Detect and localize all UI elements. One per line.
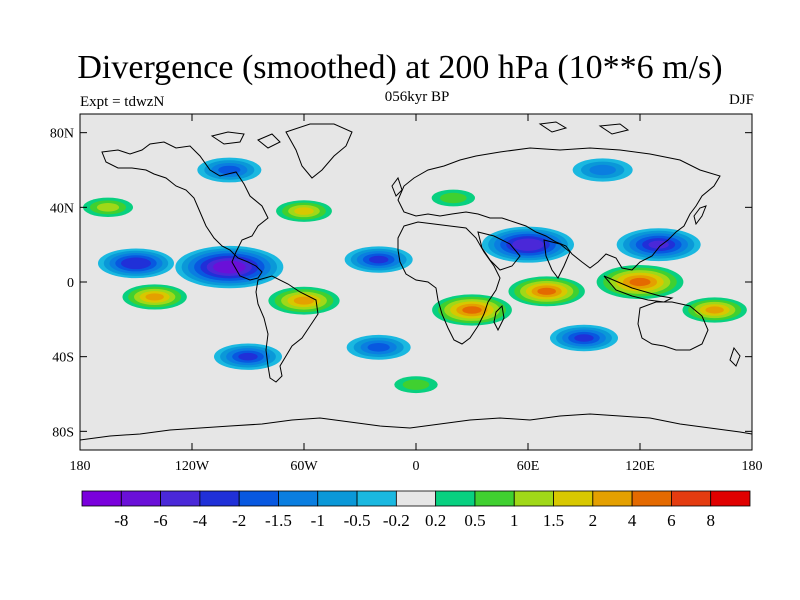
coast-arabia (477, 231, 521, 271)
field-contour-10-5 (126, 259, 146, 267)
field-contour-2-2 (589, 164, 616, 176)
lon-tick-label-5: 120E (625, 459, 655, 474)
colorbar-label-10: 1 (510, 511, 519, 530)
field-contour-11-5 (145, 293, 164, 301)
colorbar-box-1 (120, 490, 161, 507)
colorbar-box-15 (671, 490, 712, 507)
coast-japan (693, 205, 707, 226)
field-contour-7-4 (294, 207, 314, 215)
colorbar-box-2 (160, 490, 201, 507)
lon-tick-label-0: 180 (70, 459, 91, 474)
colorbar-label-1: -6 (154, 511, 168, 530)
colorbar-box-4 (238, 490, 279, 507)
colorbar-label-4: -1.5 (265, 511, 292, 530)
colorbar-label-5: -1 (311, 511, 325, 530)
field-contour-17-6 (462, 306, 482, 314)
field-contour-15-6 (537, 287, 556, 295)
subtitle: 056kyr BP (384, 89, 450, 105)
lat-tick-label-1: 40N (50, 201, 74, 216)
lat-tick-label-4: 80S (52, 425, 74, 440)
colorbar-box-12 (553, 490, 594, 507)
colorbar-box-0 (81, 490, 122, 507)
field-contour-14-5 (293, 296, 315, 305)
divergence-field (80, 157, 752, 397)
colorbar-label-9: 0.5 (464, 511, 485, 530)
field-contour-12-5 (705, 306, 724, 314)
colorbar-label-15: 8 (706, 511, 715, 530)
experiment-label: Expt = tdwzN (80, 94, 165, 110)
colorbar-label-14: 6 (667, 511, 676, 530)
colorbar-box-5 (278, 490, 319, 507)
lon-tick-label-2: 60W (290, 459, 318, 474)
page-title: Divergence (smoothed) at 200 hPa (10**6 … (77, 49, 723, 86)
colorbar-label-2: -4 (193, 511, 208, 530)
coast-greenland (285, 123, 353, 179)
coast-australia (637, 301, 709, 351)
coast-eurasia (397, 147, 721, 271)
colorbar-label-3: -2 (232, 511, 246, 530)
lon-tick-label-6: 180 (742, 459, 763, 474)
colorbar-label-0: -8 (114, 511, 128, 530)
colorbar-label-7: -0.2 (383, 511, 410, 530)
lat-tick-label-0: 80N (50, 127, 74, 142)
field-contour-16-6 (518, 240, 538, 249)
lon-tick-label-1: 120W (175, 459, 210, 474)
colorbar-label-13: 4 (628, 511, 637, 530)
field-contour-8-4 (238, 352, 258, 361)
coast-arctic-islands (210, 121, 630, 149)
lat-tick-label-2: 0 (67, 276, 74, 291)
coastlines (80, 121, 752, 441)
colorbar-box-16 (710, 490, 751, 507)
field-contour-6-4 (368, 255, 389, 264)
colorbar-label-8: 0.2 (425, 511, 446, 530)
colorbar-box-13 (592, 490, 633, 507)
colorbar-box-9 (435, 490, 476, 507)
colorbar-box-3 (199, 490, 240, 507)
colorbar-label-11: 1.5 (543, 511, 564, 530)
axis-ticks: 180 120W 60W 0 60E 120E 180 80N 40N 0 40S 80S (50, 114, 763, 474)
colorbar-label-12: 2 (589, 511, 598, 530)
coast-north-america (101, 141, 269, 281)
colorbar-box-11 (513, 490, 554, 507)
field-contour-9-4 (574, 334, 594, 342)
season-label: DJF (728, 92, 754, 108)
coast-south-america (255, 275, 319, 383)
field-contour-0-2 (440, 192, 467, 204)
coast-india (543, 239, 571, 279)
colorbar-label-6: -0.5 (344, 511, 371, 530)
field-contour-18-6 (629, 277, 651, 287)
field-contour-4-3 (367, 343, 390, 352)
colorbar-box-10 (474, 490, 515, 507)
lon-tick-label-3: 0 (413, 459, 420, 474)
coast-antarctica (80, 413, 752, 441)
coast-africa (397, 221, 501, 345)
coast-new-zealand (729, 346, 741, 367)
colorbar-box-6 (317, 490, 358, 507)
colorbar: -8 -6 -4 -2 -1.5 -1 -0.5 -0.2 0.2 0.5 1 1.5 2 4 6 8 (81, 490, 751, 530)
colorbar-box-14 (631, 490, 672, 507)
lon-tick-label-4: 60E (517, 459, 540, 474)
coast-uk (391, 176, 403, 197)
lat-tick-label-3: 40S (52, 351, 74, 366)
field-contour-3-3 (96, 203, 120, 212)
coast-madagascar (493, 304, 505, 332)
colorbar-box-7 (356, 490, 397, 507)
field-contour-1-2 (402, 379, 430, 390)
colorbar-box-8 (395, 490, 437, 507)
coast-indonesia (603, 275, 674, 303)
